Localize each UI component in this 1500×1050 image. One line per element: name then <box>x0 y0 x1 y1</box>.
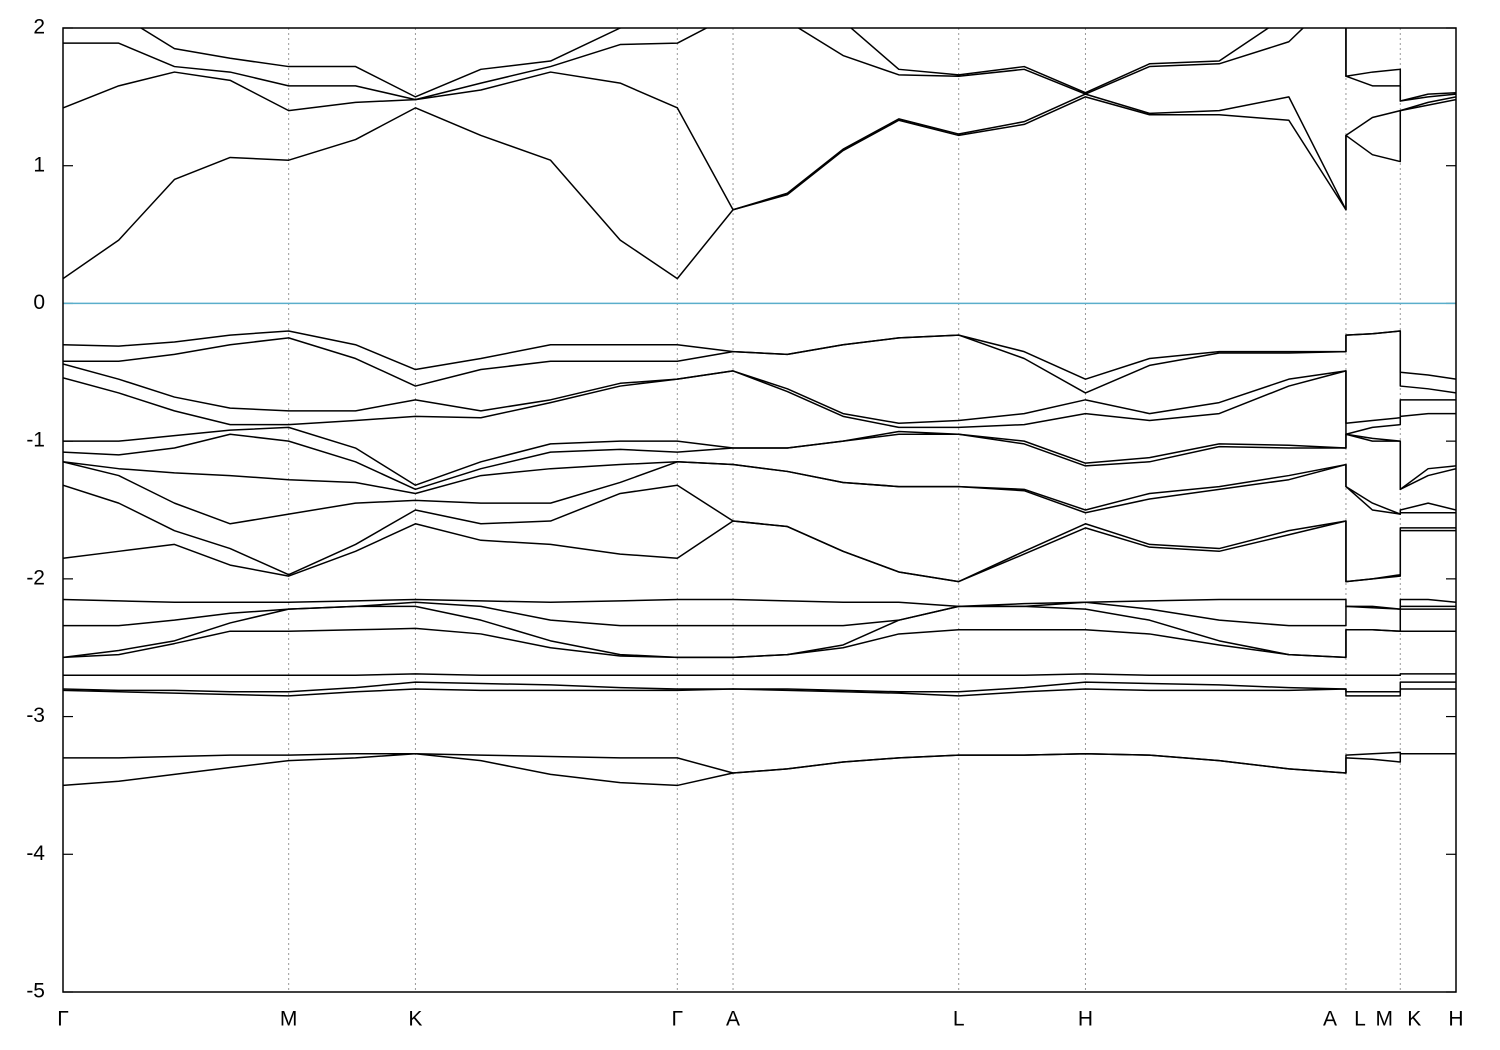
plot-frame <box>62 27 1457 993</box>
y-tick-label: -5 <box>26 980 45 1003</box>
band-line <box>63 520 1456 583</box>
x-tick-label: A <box>726 1008 740 1031</box>
x-tick-label: Γ <box>57 1008 69 1031</box>
band-line <box>63 673 1456 677</box>
x-tick-label: A <box>1323 1008 1337 1031</box>
y-tick-label: 0 <box>33 291 45 314</box>
band-line <box>63 433 1456 491</box>
band-line <box>63 681 1456 693</box>
band-line <box>63 753 1456 787</box>
y-tick-label: -3 <box>26 704 45 727</box>
y-tick-label: -1 <box>26 429 45 452</box>
band-line <box>139 28 1456 102</box>
x-tick-label: M <box>280 1008 298 1031</box>
x-tick-label: L <box>1354 1008 1366 1031</box>
band-line <box>63 426 1456 491</box>
x-tick-label: M <box>1376 1008 1394 1031</box>
band-line <box>63 96 1456 280</box>
y-tick-label: 1 <box>33 153 45 176</box>
x-tick-label: L <box>953 1008 965 1031</box>
band-line <box>63 28 1456 102</box>
x-tick-label: K <box>1407 1008 1421 1031</box>
band-line <box>63 363 1456 424</box>
band-line <box>63 370 1456 436</box>
band-line <box>63 330 1456 394</box>
band-line <box>63 627 1456 659</box>
band-line <box>63 71 1456 211</box>
x-tick-label: H <box>1078 1008 1093 1031</box>
x-tick-label: Γ <box>672 1008 684 1031</box>
y-tick-label: -2 <box>26 566 45 589</box>
y-tick-label: -4 <box>26 842 45 865</box>
plot-area <box>63 28 1456 787</box>
x-tick-label: K <box>408 1008 422 1031</box>
band-line <box>63 688 1456 697</box>
x-tick-label: H <box>1448 1008 1463 1031</box>
band-line <box>63 461 1456 525</box>
y-tick-label: 2 <box>33 16 45 39</box>
